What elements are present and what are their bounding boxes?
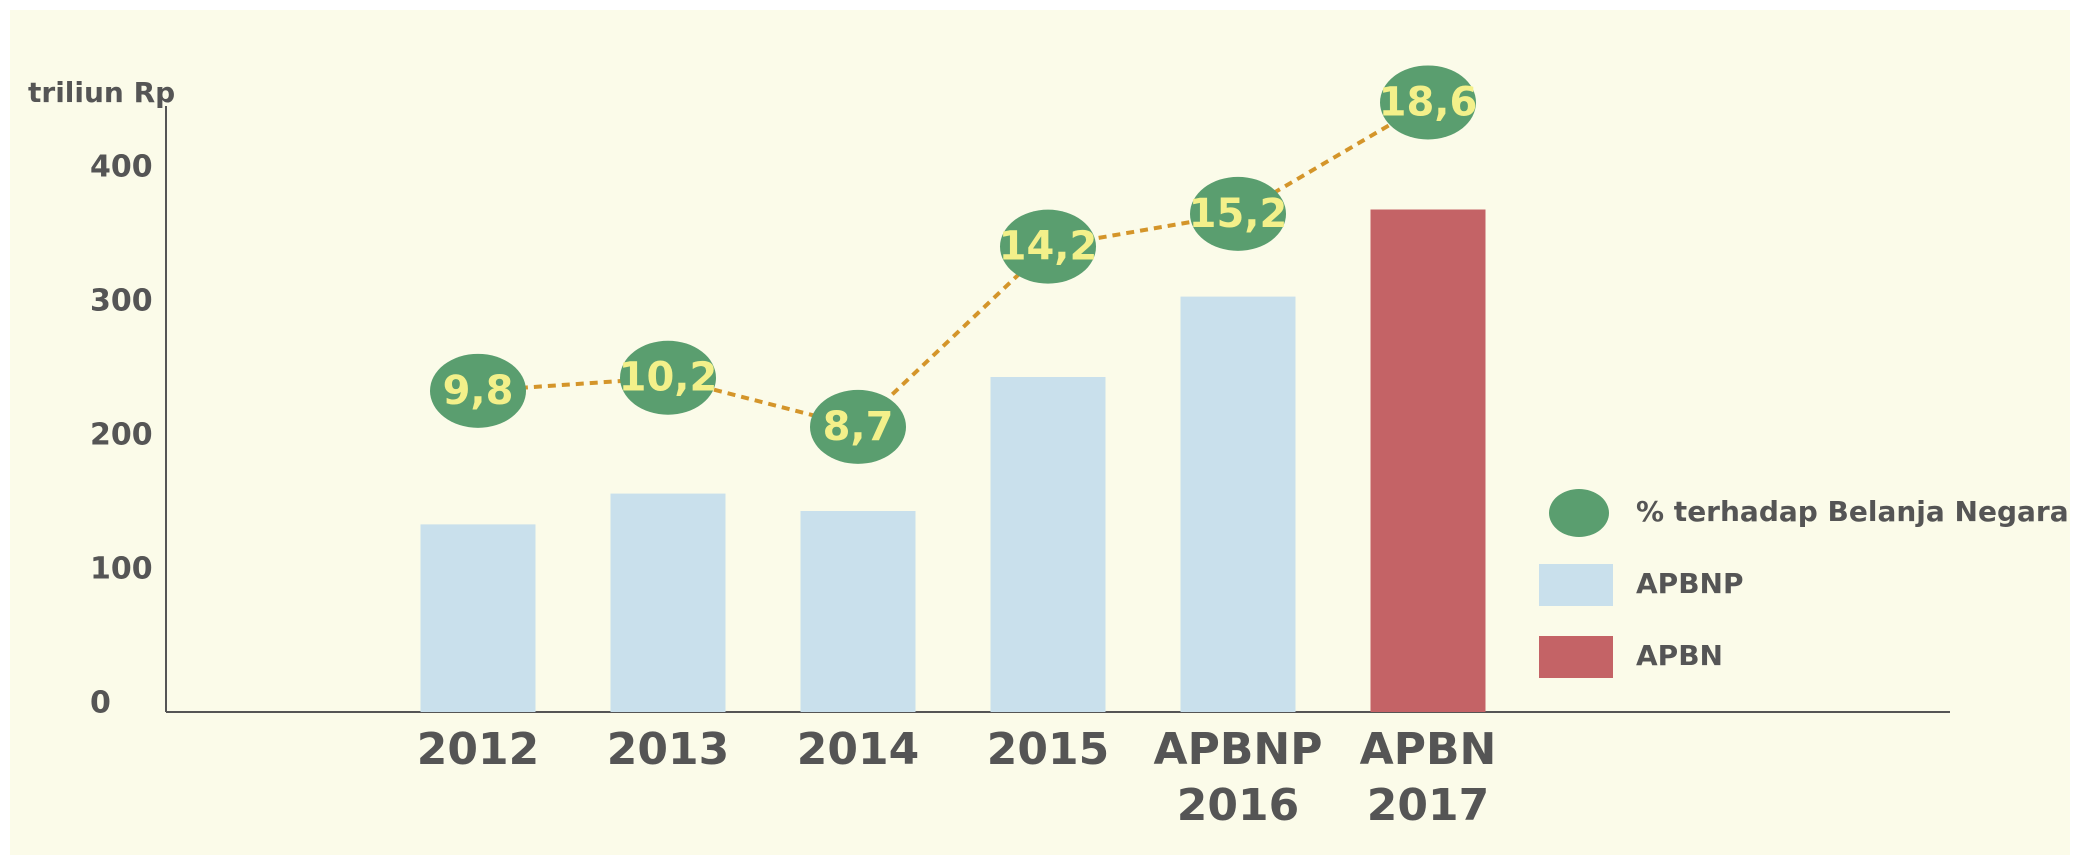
legend-swatch (1549, 489, 1609, 537)
x-tick-label: APBNP 2016 (1154, 724, 1323, 831)
data-label: 15,2 (1189, 191, 1288, 237)
point (1190, 176, 1286, 251)
x-tick-label: 2012 (417, 724, 539, 775)
data-label: 9,8 (443, 368, 514, 414)
point (430, 353, 526, 428)
bar (1180, 296, 1296, 712)
point (810, 389, 906, 464)
y-tick-label: 100 (90, 552, 153, 587)
point (1380, 65, 1476, 140)
bar (420, 524, 536, 712)
legend-label: APBNP (1636, 567, 1744, 600)
legend-label: APBN (1636, 639, 1723, 672)
bar (610, 493, 726, 712)
bar (800, 511, 916, 712)
legend-swatch (1539, 564, 1613, 606)
point (620, 340, 716, 415)
x-tick-label: 2015 (987, 724, 1109, 775)
y-axis-label: triliun Rp (28, 76, 175, 109)
point (1000, 209, 1096, 284)
y-tick-label: 200 (90, 418, 153, 453)
data-label: 10,2 (619, 355, 718, 401)
x-tick-label: 2013 (607, 724, 729, 775)
legend-label: % terhadap Belanja Negara (1636, 495, 2069, 528)
data-label: 14,2 (999, 224, 1098, 270)
x-tick-label: APBN 2017 (1360, 724, 1497, 831)
data-label: 18,6 (1379, 79, 1478, 125)
legend-swatch (1539, 636, 1613, 678)
data-label: 8,7 (823, 404, 894, 450)
y-tick-label: 300 (90, 284, 153, 319)
bar (1370, 209, 1486, 712)
y-tick-label: 400 (90, 150, 153, 185)
x-tick-label: 2014 (797, 724, 919, 775)
bar (990, 377, 1106, 712)
y-tick-label: 0 (90, 686, 111, 721)
